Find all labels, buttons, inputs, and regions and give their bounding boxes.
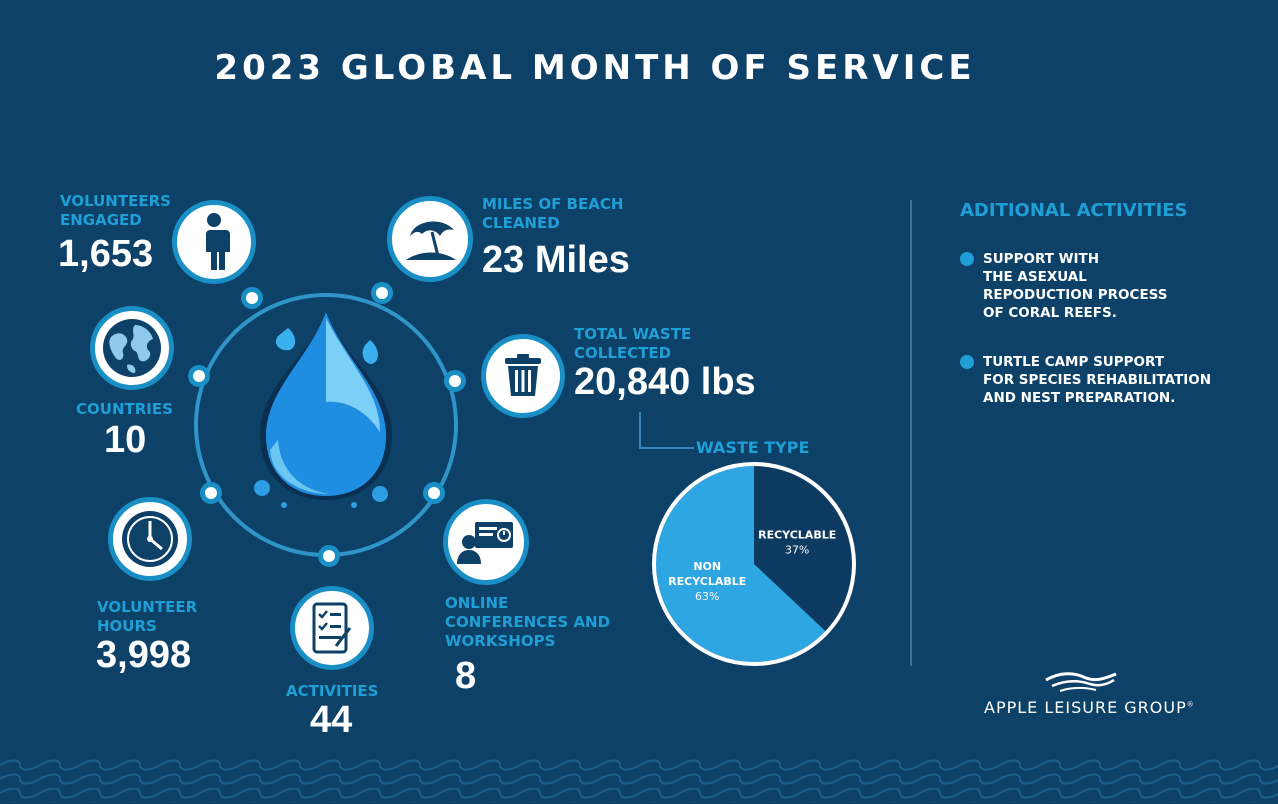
additional-activities-title: ADITIONAL ACTIVITIES [960,200,1188,221]
presentation-icon [443,499,529,585]
countries-value: 10 [104,419,147,461]
page-title: 2023 GLOBAL MONTH OF SERVICE [214,48,976,88]
pie-label-recyclable: RECYCLABLE 37% [758,528,836,556]
waste-label: TOTAL WASTE COLLECTED [574,325,692,362]
countries-label: COUNTRIES [76,400,173,418]
waste-type-pie-chart: RECYCLABLE 37% NON RECYCLABLE 63% [652,462,856,666]
ring-node [444,370,466,392]
bullet-icon [960,252,974,266]
brand-name: APPLE LEISURE GROUP® [984,698,1195,717]
ring-node [371,282,393,304]
beach-label: MILES OF BEACH CLEANED [482,195,624,232]
waste-value: 20,840 lbs [574,361,756,403]
online-label: ONLINE CONFERENCES AND WORKSHOPS [445,594,611,650]
pie-outline [652,462,856,666]
online-value: 8 [455,655,477,697]
ring-node [188,365,210,387]
trash-can-icon [481,334,565,418]
checklist-icon [290,586,374,670]
clock-icon [108,497,192,581]
wave-logo-icon [1045,672,1117,692]
globe-icon [90,306,174,390]
hours-label: VOLUNTEER HOURS [97,598,198,635]
registered-mark: ® [1186,700,1195,709]
bullet-icon [960,355,974,369]
beach-value: 23 Miles [482,239,630,281]
ring-node [241,287,263,309]
volunteers-label: VOLUNTEERS ENGAGED [60,192,171,229]
ring-node [200,482,222,504]
pie-slice-non-recyclable [656,466,826,662]
ring-node [423,482,445,504]
beach-umbrella-icon [387,196,473,282]
waste-connector [639,412,694,449]
ring-node [318,545,340,567]
volunteers-value: 1,653 [58,233,154,275]
pie-slice-recyclable [754,466,852,632]
pie-label-non-recyclable: NON RECYCLABLE 63% [668,560,746,603]
water-drop-icon [254,312,392,508]
additional-item: SUPPORT WITH THE ASEXUAL REPODUCTION PRO… [983,251,1168,321]
activities-value: 44 [310,699,353,741]
person-icon [172,200,256,284]
activities-label: ACTIVITIES [286,682,379,700]
bottom-waves-decoration [0,758,1278,802]
additional-item: TURTLE CAMP SUPPORT FOR SPECIES REHABILI… [983,354,1212,406]
hours-value: 3,998 [96,634,192,676]
column-divider [910,200,912,666]
pie-chart-title: WASTE TYPE [696,438,810,457]
